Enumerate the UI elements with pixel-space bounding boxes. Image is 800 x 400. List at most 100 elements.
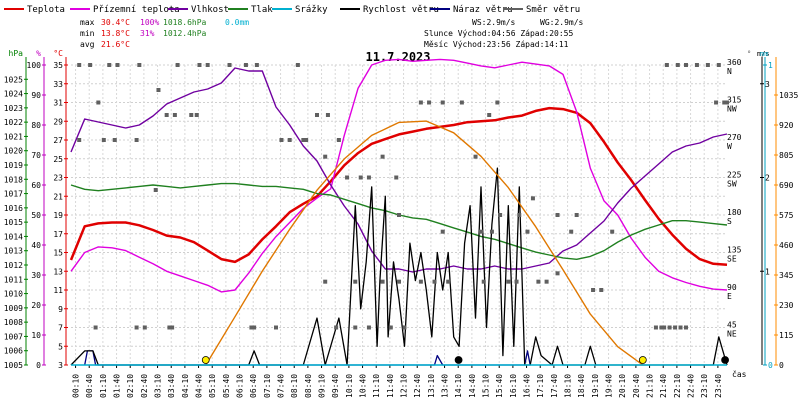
wind-direction-point: [517, 213, 522, 217]
wind-direction-tick-label: 135: [727, 246, 742, 255]
wind-direction-point: [172, 113, 177, 117]
wind-direction-point: [175, 63, 180, 67]
wind-direction-point: [301, 138, 306, 142]
x-tick-label: 20:40: [632, 374, 641, 398]
wind-direction-point: [252, 325, 257, 330]
x-tick-label: 07:40: [277, 374, 286, 398]
wind_speed-tick-label: 1: [765, 267, 770, 276]
wind-direction-point: [678, 325, 683, 330]
solar-tick-label: 115: [779, 331, 794, 340]
wind-direction-point: [88, 63, 93, 67]
temperature-tick-label: 35: [53, 61, 63, 70]
wind-direction-point: [112, 138, 117, 142]
wind-direction-point: [254, 63, 259, 67]
x-tick-label: 13:10: [427, 374, 436, 398]
wind-direction-point: [77, 63, 82, 67]
series-line-teplota: [69, 106, 728, 266]
legend-label-teplota: Teplota: [27, 5, 65, 15]
wind-direction-point: [153, 188, 158, 192]
wind-direction-point: [366, 175, 371, 180]
wind-direction-tick-label: 360: [727, 58, 742, 67]
pressure-tick-label: 1020: [4, 147, 23, 156]
wind-direction-point: [197, 63, 202, 67]
wind-direction-tick-label: 90: [727, 283, 737, 292]
humidity-tick-label: 40: [31, 241, 41, 250]
pressure-tick-label: 1007: [4, 332, 23, 341]
stats-avg-temp: 21.6°C: [101, 40, 130, 49]
wind-direction-point: [440, 229, 445, 234]
series-line-rychlost-v-tru: [70, 167, 728, 366]
wind-direction-point: [77, 138, 82, 142]
stats-min-temp: 13.8°C: [101, 29, 130, 38]
wind-direction-point: [418, 279, 423, 284]
legend-label-vlhkost: Vlhkost: [191, 5, 229, 15]
x-tick-label: 05:40: [222, 374, 231, 398]
wind-direction-point: [101, 138, 106, 142]
pressure-tick-label: 1014: [4, 232, 23, 241]
pressure-tick-label: 1022: [4, 118, 23, 127]
wind-direction-point: [714, 100, 719, 105]
wind-direction-point: [610, 229, 615, 234]
wind-direction-compass-label: NW: [727, 105, 737, 114]
solar-tick-label: 460: [779, 241, 794, 250]
pressure-tick-label: 1010: [4, 290, 23, 299]
solar-tick-label: 0: [779, 361, 784, 370]
wind-direction-compass-label: W: [727, 142, 732, 151]
x-tick-label: 04:40: [195, 374, 204, 398]
wind_speed-unit-label: m/s: [757, 50, 770, 58]
wind-direction-point: [96, 100, 101, 105]
x-tick-label: 00:10: [72, 374, 81, 398]
series-line-p-zemn-teplota: [70, 58, 728, 293]
x-tick-label: 17:40: [550, 374, 559, 398]
wind-direction-point: [555, 213, 560, 217]
wind-direction-point: [495, 100, 500, 105]
wind-direction-tick-label: 225: [727, 171, 742, 180]
x-tick-label: 09:40: [331, 374, 340, 398]
x-tick-label: 03:40: [167, 374, 176, 398]
x-tick-label: 06:40: [249, 374, 258, 398]
wind-direction-point: [432, 279, 437, 284]
humidity-tick-label: 30: [31, 271, 41, 280]
x-tick-label: 23:40: [714, 374, 723, 398]
wind-direction-compass-label: N: [727, 67, 732, 76]
x-tick-label: 22:10: [673, 374, 682, 398]
wind-direction-point: [591, 288, 596, 292]
temperature-tick-label: 3: [58, 361, 63, 370]
x-tick-label: 10:40: [359, 374, 368, 398]
wind-direction-point: [295, 63, 300, 67]
x-tick-label: 01:40: [113, 374, 122, 398]
solar-tick-label: 690: [779, 181, 794, 190]
wind-direction-tick-label: 180: [727, 208, 742, 217]
wind-direction-point: [336, 138, 341, 142]
wind_speed-tick-label: 2: [765, 174, 770, 183]
wind-direction-point: [673, 325, 678, 330]
wind-direction-point: [107, 63, 112, 67]
x-tick-label: 09:10: [318, 374, 327, 398]
wind-direction-point: [599, 288, 604, 292]
legend-label-smer: Směr větru: [526, 5, 580, 15]
wind-direction-point: [440, 100, 445, 105]
wind-direction-point: [694, 63, 699, 67]
wind-direction-point: [514, 279, 519, 284]
wind-direction-point: [555, 271, 560, 276]
legend-label-srazky: Srážky: [295, 5, 328, 15]
pressure-unit-label: hPa: [9, 49, 24, 58]
wind-direction-point: [287, 138, 292, 142]
wind-direction-point: [397, 279, 401, 284]
stats-max-label: max: [80, 18, 95, 27]
wind-direction-point: [402, 325, 407, 330]
wind-direction-point: [170, 325, 175, 330]
x-tick-label: 12:10: [400, 374, 409, 398]
x-tick-label: 12:40: [413, 374, 422, 398]
wind-direction-point: [167, 325, 172, 330]
wind-direction-point: [667, 325, 672, 330]
wind-direction-point: [115, 63, 120, 67]
temperature-tick-label: 27: [53, 136, 63, 145]
wind-direction-point: [498, 213, 503, 217]
x-tick-label: 21:10: [646, 374, 655, 398]
legend-label-tlak: Tlak: [251, 5, 273, 15]
x-tick-label: 15:10: [482, 374, 491, 398]
wind-direction-point: [274, 325, 278, 330]
temperature-tick-label: 11: [53, 286, 63, 295]
